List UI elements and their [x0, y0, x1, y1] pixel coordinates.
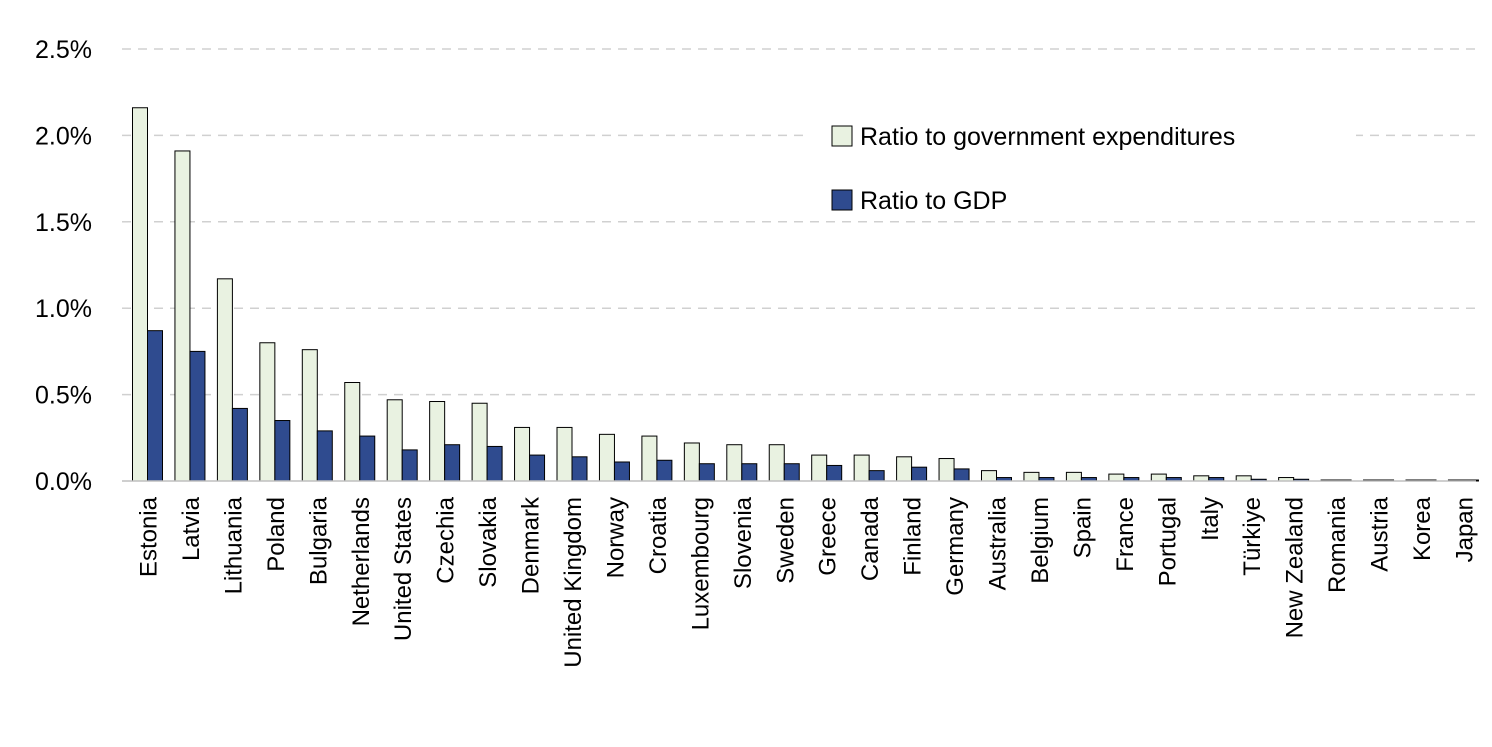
x-category-label: Türkiye: [1239, 497, 1266, 576]
x-axis-categories: Estonia Latvia Lithuania Poland Bulgaria Neth…: [136, 496, 1479, 668]
x-category-label: Bulgaria: [305, 496, 332, 585]
bar-expenditures: [556, 426, 573, 482]
bar-gdp: [868, 470, 885, 482]
bar-expenditures: [259, 342, 276, 482]
x-category-label: Norway: [602, 497, 629, 578]
x-category-label: Croatia: [645, 496, 672, 574]
bar-expenditures: [174, 150, 191, 482]
bar-gdp: [783, 463, 800, 482]
legend-label-expenditures: Ratio to government expenditures: [860, 123, 1235, 151]
x-category-label: Greece: [815, 497, 842, 576]
bar-gdp: [274, 420, 291, 482]
bar-expenditures: [768, 444, 785, 482]
bar-expenditures: [853, 454, 870, 482]
bar-expenditures: [1065, 471, 1082, 482]
bar-expenditures: [1193, 475, 1210, 482]
x-category-label: Sweden: [772, 497, 799, 584]
x-category-label: Finland: [900, 497, 927, 576]
bar-expenditures: [216, 278, 233, 482]
bar-gdp: [189, 350, 206, 482]
bar-gdp: [444, 444, 461, 482]
x-category-label: Slovenia: [730, 496, 757, 589]
x-category-label: Belgium: [1027, 497, 1054, 584]
bar-gdp: [613, 461, 630, 482]
x-category-label: Australia: [985, 496, 1012, 590]
legend-box: [808, 118, 1356, 220]
bar-gdp: [826, 464, 843, 482]
x-category-label: New Zealand: [1282, 497, 1309, 638]
bar-gdp: [486, 445, 503, 482]
x-category-label: Czechia: [433, 496, 460, 583]
bar-expenditures: [683, 442, 700, 482]
y-axis-ticks: 0.0% 0.5% 1.0% 1.5% 2.0% 2.5%: [35, 36, 92, 496]
bar-expenditures: [598, 433, 615, 482]
bar-expenditures: [429, 401, 446, 482]
bar-gdp: [316, 430, 333, 482]
bar-expenditures: [1108, 473, 1125, 482]
bar-gdp: [911, 466, 928, 482]
legend: Ratio to government expenditures Ratio t…: [808, 118, 1356, 220]
bar-expenditures: [726, 444, 743, 482]
bar-expenditures: [811, 454, 828, 482]
legend-label-gdp: Ratio to GDP: [860, 187, 1007, 215]
x-category-label: Romania: [1324, 496, 1351, 593]
x-category-label: Spain: [1069, 497, 1096, 558]
x-category-label: Italy: [1197, 497, 1224, 541]
x-category-label: France: [1112, 497, 1139, 572]
x-category-label: Portugal: [1154, 497, 1181, 586]
y-tick-label: 2.5%: [35, 36, 92, 64]
bar-expenditures: [981, 470, 997, 482]
x-category-label: Austria: [1367, 496, 1394, 571]
x-category-label: Slovakia: [475, 496, 502, 587]
bar-gdp: [147, 330, 163, 482]
bar-gdp: [741, 463, 758, 482]
x-category-label: Estonia: [136, 496, 163, 577]
x-category-label: Korea: [1409, 496, 1436, 561]
bar-expenditures: [1150, 473, 1167, 482]
bar-gdp: [656, 459, 673, 482]
bar-expenditures: [514, 426, 531, 482]
x-category-label: Luxembourg: [687, 497, 714, 630]
bar-expenditures: [1023, 471, 1040, 482]
x-category-label: United Kingdom: [560, 497, 587, 668]
bar-expenditures: [132, 107, 148, 482]
bar-expenditures: [344, 382, 361, 482]
bar-gdp: [571, 456, 588, 482]
bar-gdp: [953, 468, 970, 482]
x-category-label: Canada: [857, 496, 884, 581]
bar-gdp: [231, 407, 248, 482]
y-tick-label: 2.0%: [35, 122, 92, 150]
bar-expenditures: [1235, 475, 1252, 482]
bar-gdp: [529, 454, 546, 482]
bar-expenditures: [301, 349, 318, 482]
x-category-label: Japan: [1451, 497, 1478, 562]
bar-gdp: [359, 435, 376, 482]
x-category-label: Netherlands: [348, 497, 375, 626]
y-tick-label: 0.5%: [35, 382, 92, 410]
x-category-label: Denmark: [518, 496, 545, 594]
y-tick-label: 0.0%: [35, 468, 92, 496]
x-category-label: Poland: [263, 497, 290, 572]
legend-swatch-gdp: [831, 189, 853, 211]
bar-expenditures: [896, 456, 913, 482]
x-category-label: Latvia: [178, 496, 205, 561]
bar-gdp: [401, 449, 418, 482]
legend-swatch-expenditures: [831, 125, 853, 147]
bar-expenditures: [641, 435, 658, 482]
bars: [132, 107, 1479, 482]
gridlines: [122, 48, 1476, 396]
x-category-label: Lithuania: [220, 496, 247, 594]
x-category-label: United States: [390, 497, 417, 641]
bar-gdp: [698, 463, 715, 482]
x-category-label: Germany: [942, 497, 969, 596]
y-tick-label: 1.0%: [35, 295, 92, 323]
bar-expenditures: [938, 458, 955, 482]
y-tick-label: 1.5%: [35, 209, 92, 237]
bar-expenditures: [471, 402, 488, 482]
bar-expenditures: [386, 399, 403, 482]
